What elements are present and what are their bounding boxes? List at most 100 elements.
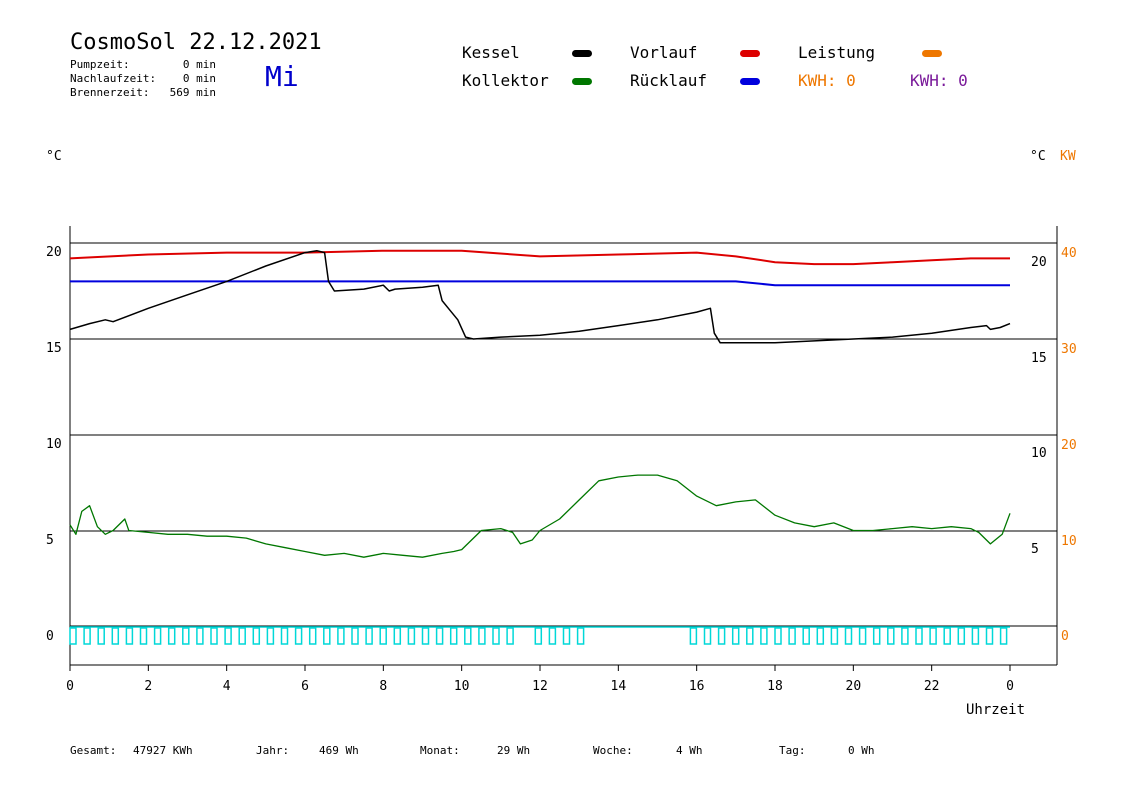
gesamt-label: Gesamt: (70, 744, 117, 757)
pump-pulse (746, 627, 754, 645)
right-kw-tick-10: 10 (1061, 534, 1077, 549)
pump-pulse (534, 627, 543, 645)
x-tick-label-11: 22 (924, 679, 940, 694)
jahr-label: Jahr: (256, 744, 290, 757)
pump-pulse (111, 627, 120, 645)
x-tick-label-9: 18 (767, 679, 783, 694)
woche-value: 4 Wh (676, 744, 703, 757)
pump-pulse (351, 627, 359, 645)
x-tick-label-12: 0 (1006, 679, 1014, 694)
pump-pulse (943, 627, 951, 645)
chart-title: CosmoSol 22.12.2021 (70, 30, 322, 55)
pump-pulse (929, 627, 937, 645)
pump-pulse (266, 627, 275, 645)
legend-kollektor: Kollektor (462, 71, 549, 90)
pump-pulse (689, 627, 698, 645)
x-tick-label-8: 16 (689, 679, 705, 694)
weekday-label: Mi (265, 60, 299, 93)
pump-pulse (153, 627, 162, 645)
legend-ruecklauf: Rücklauf (630, 71, 708, 90)
right-kw-tick-40: 40 (1061, 246, 1077, 261)
x-tick-label-10: 20 (846, 679, 862, 694)
right-kw-tick-0: 0 (1061, 629, 1069, 644)
pump-pulse (816, 627, 825, 645)
x-tick-label-5: 10 (454, 679, 470, 694)
pump-pulse (83, 627, 91, 645)
pump-pulse (407, 627, 416, 645)
pump-pulse (280, 627, 289, 645)
x-tick-label-3: 6 (301, 679, 309, 694)
pumpzeit-label: Pumpzeit: (70, 58, 130, 71)
pump-pulse (760, 627, 768, 645)
left-tick-10: 10 (46, 437, 62, 452)
pump-pulse (731, 627, 740, 645)
x-tick-label-4: 8 (379, 679, 387, 694)
nachlaufzeit-label: Nachlaufzeit: (70, 72, 157, 85)
pump-pulse (323, 627, 331, 645)
pump-pulse (167, 627, 176, 645)
right-kw-tick-20: 20 (1061, 438, 1077, 453)
pump-pulse (125, 627, 134, 645)
pump-pulse (435, 627, 444, 645)
series-vorlauf-line (69, 249, 1010, 266)
left-unit: °C (46, 149, 62, 164)
pump-pulse (576, 627, 585, 645)
pump-pulse (492, 627, 500, 645)
left-tick-15: 15 (46, 341, 62, 356)
pump-pulse (365, 627, 373, 645)
right-kw-tick-30: 30 (1061, 342, 1077, 357)
pump-pulse (788, 627, 796, 645)
pump-pulse (238, 627, 246, 645)
x-tick-label-0: 0 (66, 679, 74, 694)
x-axis-label: Uhrzeit (966, 702, 1026, 718)
pump-pulse (478, 627, 486, 645)
legend-kessel: Kessel (462, 43, 520, 62)
legend-leistung: Leistung (798, 43, 876, 62)
pump-pulse (872, 627, 881, 645)
legend-leistung-swatch (922, 50, 942, 57)
pump-pulse (506, 627, 514, 645)
brennerzeit-value: 569 min (169, 86, 216, 99)
pump-pulse (308, 627, 317, 645)
x-tick-label-6: 12 (532, 679, 548, 694)
pump-pulse (844, 627, 853, 645)
legend-vorlauf: Vorlauf (630, 43, 698, 62)
pump-pulse (703, 627, 712, 645)
pump-pulse (182, 627, 190, 645)
pump-pulse (830, 627, 839, 645)
kwh-orange-label: KWH: 0 (798, 71, 856, 90)
nachlaufzeit-value: 0 min (182, 72, 216, 85)
series-kollektor-line (69, 474, 1011, 558)
pump-pulse (139, 627, 148, 645)
pump-pulse (887, 627, 895, 645)
pump-pulse (858, 627, 867, 645)
pumpzeit-value: 0 min (182, 58, 216, 71)
pump-pulse (999, 627, 1008, 645)
woche-label: Woche: (593, 744, 633, 757)
kwh-purple-label: KWH: 0 (910, 71, 968, 90)
pump-pulse (901, 627, 909, 645)
tag-label: Tag: (779, 744, 806, 757)
left-tick-0: 0 (46, 629, 54, 644)
pump-pulse (774, 627, 782, 645)
pump-pulse (464, 627, 472, 645)
pump-pulse (915, 627, 923, 645)
pump-pulse (421, 627, 430, 645)
series-ruecklauf-line (70, 280, 1010, 287)
x-tick-label-1: 2 (144, 679, 152, 694)
pump-pulse (957, 627, 966, 645)
right-celsius-tick-15: 15 (1031, 351, 1047, 366)
right-celsius-tick-10: 10 (1031, 446, 1047, 461)
pump-pulse (294, 627, 303, 645)
pump-pulse (210, 627, 218, 645)
legend-kessel-swatch (572, 50, 592, 57)
series-kessel-line (69, 249, 1011, 344)
legend-ruecklauf-swatch (740, 78, 760, 85)
pump-pulse (802, 627, 810, 645)
pump-pulse (97, 627, 105, 645)
right-unit-kw: KW (1060, 149, 1076, 164)
jahr-value: 469 Wh (319, 744, 359, 757)
pump-pulse (252, 627, 261, 645)
x-tick-label-2: 4 (223, 679, 231, 694)
monat-label: Monat: (420, 744, 460, 757)
